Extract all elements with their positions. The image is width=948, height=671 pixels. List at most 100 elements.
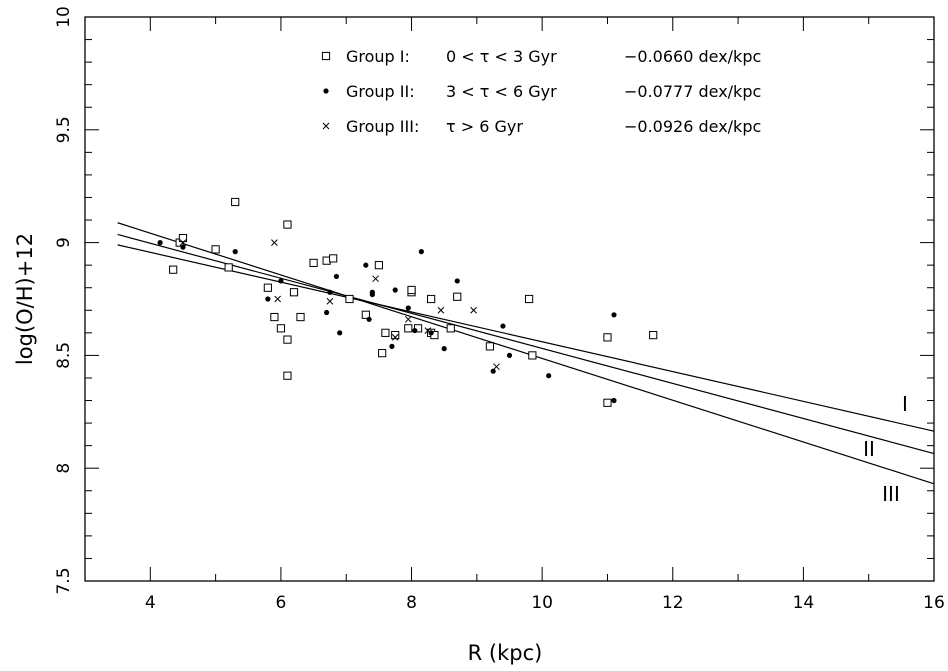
line-label-3: III — [882, 482, 900, 506]
data-point — [374, 261, 383, 270]
data-point — [263, 283, 272, 292]
cross-stroke — [274, 295, 282, 303]
data-point — [179, 239, 187, 246]
data-point — [441, 346, 447, 352]
data-point — [345, 294, 354, 304]
data-point — [500, 323, 506, 329]
data-point — [337, 330, 343, 336]
cross-stroke — [424, 327, 432, 334]
data-point — [485, 342, 495, 351]
data-point — [211, 245, 220, 254]
data-point — [372, 275, 379, 283]
y-tick-label: 9.5 — [54, 116, 74, 143]
legend: Group I: 0 < τ < 3 Gyr −0.0660 dex/kpc Grou… — [321, 47, 761, 136]
data-point — [493, 363, 500, 371]
legend-slope: −0.0777 dex/kpc — [624, 82, 761, 101]
data-point — [407, 285, 416, 295]
data-point — [378, 349, 387, 358]
data-point — [283, 335, 292, 344]
cross-stroke — [437, 306, 445, 314]
cross-stroke — [271, 239, 278, 246]
data-point — [283, 371, 292, 380]
data-point — [276, 324, 286, 333]
data-point — [524, 294, 534, 304]
data-point — [603, 333, 612, 342]
data-point — [470, 306, 477, 314]
axis-ticks: 4 6 8 10 12 14 16 7.5 8 8.5 9 9.5 10 — [54, 6, 945, 613]
legend-condition: 3 < τ < 6 Gyr — [446, 82, 557, 101]
line-label-2: II — [863, 437, 875, 461]
data-point — [381, 328, 390, 337]
data-point — [454, 278, 460, 284]
data-point — [224, 263, 233, 272]
data-point — [283, 220, 292, 229]
data-point — [611, 397, 617, 404]
data-point — [271, 239, 278, 246]
cross-stroke — [470, 306, 477, 314]
data-point — [366, 316, 372, 322]
x-tick-label: 14 — [793, 593, 815, 613]
cross-stroke — [391, 333, 399, 341]
line-label-1: I — [902, 392, 908, 416]
data-point — [369, 291, 375, 298]
data-point — [322, 122, 330, 130]
data-point — [232, 249, 238, 255]
cross-stroke — [322, 122, 330, 130]
data-point — [528, 351, 537, 360]
data-point — [427, 294, 436, 304]
fit-line — [117, 244, 935, 432]
data-point — [437, 306, 445, 314]
data-point — [446, 324, 455, 333]
data-point — [178, 233, 188, 243]
x-tick-label: 12 — [662, 593, 684, 613]
data-point — [361, 310, 370, 319]
data-point — [428, 330, 434, 336]
fit-line — [117, 222, 935, 485]
legend-slope: −0.0660 dex/kpc — [624, 47, 761, 66]
data-point — [326, 297, 334, 305]
data-markers — [157, 197, 658, 407]
cross-stroke — [372, 275, 379, 283]
cross-stroke — [326, 297, 334, 305]
data-point — [333, 273, 340, 280]
legend-condition: τ > 6 Gyr — [446, 117, 523, 136]
data-point — [412, 327, 418, 334]
cross-stroke — [493, 363, 500, 371]
y-tick-label: 8 — [54, 463, 74, 474]
data-point — [405, 305, 411, 311]
x-tick-label: 8 — [406, 593, 417, 613]
legend-name: Group I: — [346, 47, 410, 66]
data-point — [329, 254, 338, 263]
data-point — [389, 343, 395, 349]
data-point — [278, 278, 284, 284]
x-tick-label: 10 — [531, 593, 553, 613]
data-point — [603, 398, 612, 407]
x-tick-label: 4 — [145, 593, 156, 613]
fit-line — [117, 233, 935, 455]
data-point — [424, 327, 432, 334]
data-point — [391, 333, 399, 341]
data-point — [327, 289, 333, 295]
x-tick-label: 16 — [923, 593, 945, 613]
data-point — [296, 312, 305, 322]
y-tick-label: 8.5 — [54, 342, 74, 369]
y-tick-label: 7.5 — [54, 567, 74, 594]
data-point — [309, 258, 318, 268]
data-point — [418, 249, 424, 255]
data-point — [392, 287, 398, 293]
plot-frame — [84, 16, 935, 582]
data-point — [289, 288, 299, 297]
fit-lines — [117, 222, 935, 485]
data-point — [180, 244, 186, 250]
data-point — [490, 368, 496, 374]
y-tick-label: 9 — [54, 237, 74, 248]
data-point — [157, 240, 163, 246]
data-point — [270, 312, 279, 322]
data-point — [391, 330, 400, 340]
data-point — [611, 312, 617, 318]
data-point — [453, 292, 462, 301]
x-axis-title: R (kpc) — [468, 641, 543, 665]
legend-name: Group II: — [346, 82, 415, 101]
